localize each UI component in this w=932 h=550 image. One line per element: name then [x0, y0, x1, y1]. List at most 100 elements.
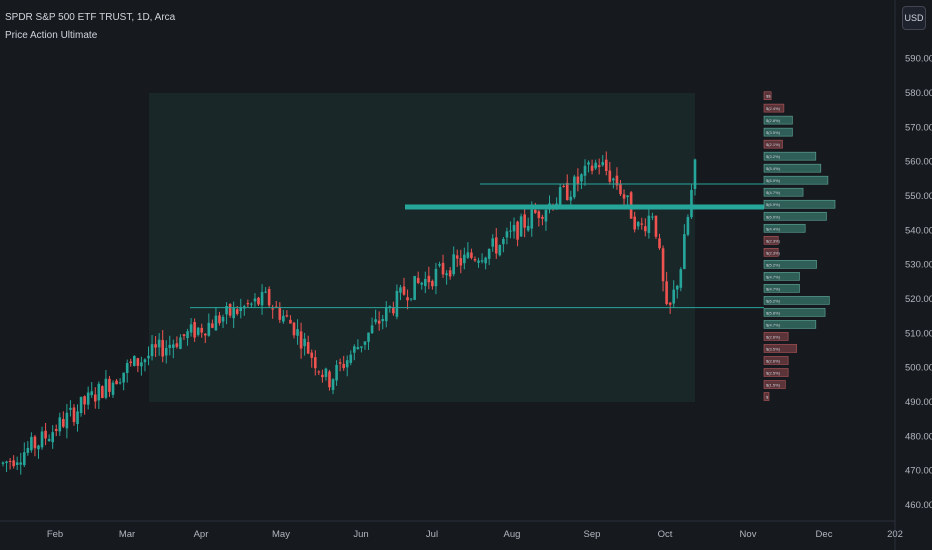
y-tick-label: 580.00 [905, 88, 932, 99]
candle [193, 322, 196, 338]
candle [328, 371, 331, 388]
candle [384, 306, 388, 322]
y-tick-label: 490.00 [905, 397, 932, 408]
candle [604, 159, 608, 172]
candle [463, 254, 466, 264]
candle [651, 216, 654, 218]
candle [377, 320, 381, 324]
candle [253, 298, 257, 302]
profile-bar [763, 320, 817, 329]
candle [402, 286, 406, 295]
profile-bar [763, 127, 793, 137]
y-tick-label: 460.00 [905, 500, 932, 511]
profile-bar [763, 392, 770, 401]
profile-label: $(4.7%) [766, 286, 781, 291]
x-tick-label: Apr [194, 529, 209, 540]
range-box [149, 93, 695, 402]
candle [136, 358, 140, 366]
candle [342, 363, 345, 369]
candle [360, 346, 363, 348]
candle [5, 461, 8, 463]
candle [278, 307, 282, 320]
candle [200, 327, 204, 333]
profile-label: $(2.5%) [766, 370, 781, 375]
candle [69, 407, 72, 410]
currency-button[interactable]: USD [902, 6, 926, 30]
candle [587, 162, 590, 165]
candle [313, 357, 317, 369]
candle [164, 347, 168, 356]
candle [303, 338, 306, 347]
candle [172, 344, 175, 348]
candle [416, 277, 420, 283]
x-tick-label: Sep [584, 529, 601, 540]
candle [459, 258, 463, 266]
profile-bar [763, 356, 789, 365]
candle [111, 382, 115, 395]
profile-bar [763, 260, 817, 269]
profile-bar [763, 223, 806, 233]
candle [331, 379, 335, 390]
candle [335, 364, 338, 381]
candle [363, 341, 367, 345]
candle [583, 165, 587, 176]
candle [207, 322, 211, 336]
y-tick-label: 550.00 [905, 191, 932, 202]
candle [502, 238, 505, 245]
candle [668, 302, 672, 305]
candle [470, 252, 473, 258]
candle [33, 436, 37, 449]
candle [338, 362, 342, 364]
candle [289, 319, 292, 324]
candle [473, 258, 477, 261]
candle [324, 368, 328, 377]
profile-bar [763, 115, 793, 125]
candle [534, 209, 537, 213]
candle [353, 346, 356, 353]
candle [626, 195, 629, 198]
profile-label: $(1.5%) [766, 382, 781, 387]
profile-bar [763, 368, 789, 377]
candle [182, 334, 186, 336]
profile-bar [763, 272, 800, 281]
candle [413, 276, 416, 300]
candle [406, 297, 409, 301]
profile-label: $(4.7%) [766, 190, 781, 195]
candle [633, 216, 636, 230]
candle [686, 216, 690, 235]
candle [101, 386, 104, 399]
candle [310, 352, 314, 358]
profile-label: $(4.7%) [766, 274, 781, 279]
profile-bar [763, 175, 829, 185]
profile-label: $(4.4%) [766, 226, 781, 231]
candle [345, 360, 349, 368]
candle [466, 252, 470, 258]
profile-bar [763, 248, 779, 257]
candle [409, 298, 413, 300]
candle [448, 270, 452, 277]
candle [175, 343, 179, 347]
candle [494, 237, 498, 254]
candle [30, 436, 33, 451]
y-tick-label: 510.00 [905, 328, 932, 339]
candle [267, 288, 271, 306]
profile-bar [763, 187, 804, 197]
x-tick-label: Jul [426, 529, 438, 540]
symbol-title: SPDR S&P 500 ETF TRUST, 1D, Arca [5, 12, 176, 23]
y-tick-label: 500.00 [905, 363, 932, 374]
candle [12, 460, 15, 467]
profile-label: $(2.6%) [766, 358, 781, 363]
candle [97, 383, 101, 401]
candle [122, 372, 125, 383]
candle [683, 234, 686, 270]
candle [257, 297, 260, 305]
profile-bar [763, 199, 836, 209]
indicator-title: Price Action Ultimate [5, 30, 98, 41]
candle [562, 186, 565, 188]
candle [693, 159, 697, 189]
candle [154, 344, 157, 348]
candle [516, 221, 519, 240]
candle [118, 382, 122, 384]
candle [374, 319, 377, 323]
